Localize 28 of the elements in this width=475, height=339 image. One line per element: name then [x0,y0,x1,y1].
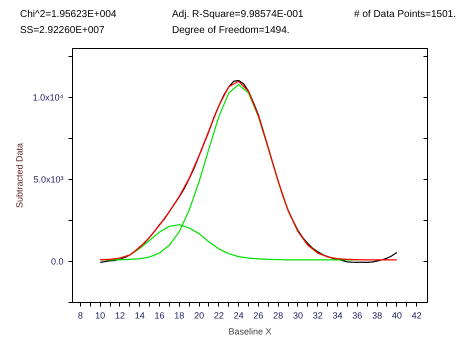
y-axis-title: Subtracted Data [14,142,25,208]
x-tick-label: 22 [214,310,224,320]
x-tick-label: 20 [194,310,204,320]
text: Degree of Freedom=1494. [172,24,290,38]
text: SS=2.92260E+007 [20,24,105,38]
text: # of Data Points=1501. [354,8,456,22]
x-tick-label: 38 [372,310,382,320]
x-tick-label: 24 [234,310,244,320]
x-tick-label: 8 [78,310,83,320]
text: Chi^2=1.95623E+004 [20,8,116,22]
x-tick-label: 34 [332,310,343,320]
x-axis-title: Baseline X [228,326,272,336]
x-tick-label: 26 [253,310,264,320]
x-tick-label: 12 [114,310,125,320]
y-tick-label: 1.0x10⁴ [32,92,64,103]
x-tick-label: 30 [292,310,303,320]
y-tick-label: 0.0 [50,256,64,267]
x-tick-label: 18 [174,310,184,320]
x-tick-label: 36 [352,310,362,320]
x-tick-label: 40 [392,310,402,320]
x-tick-label: 42 [412,310,422,320]
text: Adj. R-Square=9.98574E-001 [172,8,304,22]
x-tick-label: 14 [134,310,145,320]
x-tick-label: 16 [154,310,165,320]
x-tick-label: 32 [312,310,323,320]
y-tick-label: 5.0x10³ [33,174,64,185]
x-tick-label: 28 [273,310,284,320]
x-tick-label: 10 [95,310,106,320]
